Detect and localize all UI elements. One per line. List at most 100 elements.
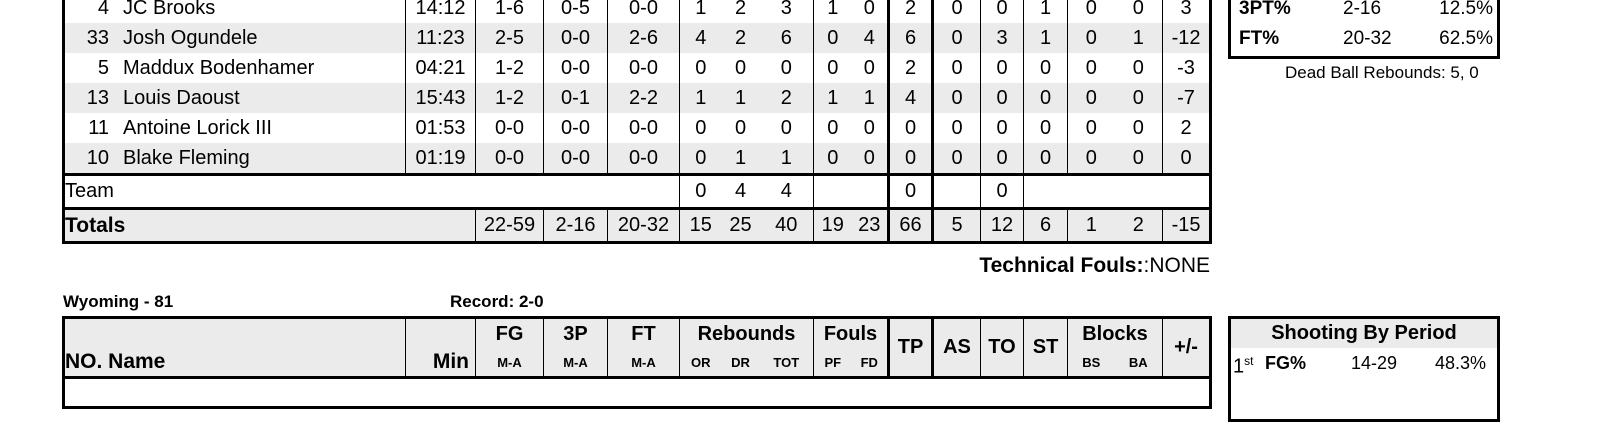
period-pct: 48.3% [1435,353,1487,373]
stat-fd: 0 [863,56,875,79]
header-as: AS [931,317,981,378]
stat-tp3: 0-0 [543,113,608,143]
stat-st: 0 [1023,113,1068,143]
team-dr: 4 [721,173,760,209]
player-name: Maddux Bodenhamer [123,56,315,79]
player-cell: 13 Louis Daoust [63,83,406,113]
stat-pm: 3 [1161,0,1211,23]
header-no-name: NO. Name [63,317,406,378]
header-rebounds: Rebounds [678,317,814,350]
totals-ft: 20-32 [607,207,680,243]
player-name: Antoine Lorick III [123,116,272,139]
totals-tp: 66 [887,207,933,243]
team-as-empty [931,173,981,209]
stat-tot: 3 [780,0,792,19]
player-row: 13 Louis Daoust 15:43 1-2 0-1 2-2 1 1 2 1 1 4 0 0 0 0 0-… [63,83,1211,113]
totals-st: 6 [1023,207,1068,243]
stat-tp3: 0-0 [543,53,608,83]
totals-fg: 22-59 [475,207,544,243]
player-cell: 10 Blake Fleming [63,143,406,175]
team-row: Team 0 4 4 0 0 [63,173,1211,209]
subheader-pf: PF [813,349,852,378]
stat-tot: 1 [759,143,814,175]
stat-st: 0 [1023,83,1068,113]
subheader-ft-ma: M-A [607,349,680,378]
stat-pm: 0 [1161,143,1211,175]
player-row: 33 Josh Ogundele 11:23 2-5 0-0 2-6 4 2 6 0 4 6 0 3 1 0 1… [63,23,1211,53]
totals-bs: 1 [1067,207,1115,243]
team-rest-empty [1022,173,1211,209]
header-fouls: Fouls [813,317,889,350]
player-name: Blake Fleming [123,146,250,169]
stat-min: 01:19 [405,143,476,175]
stat-st: 0 [1023,143,1068,175]
stat-tot: 2 [759,83,814,113]
header-to: TO [980,317,1024,378]
stat-dr: 0 [734,116,747,139]
player-cell: 33 Josh Ogundele [63,23,406,53]
stat-fg: 0-0 [475,143,544,175]
subheader-bs: BS [1067,349,1115,378]
header-row: NO. Name Min FG 3P FT Rebounds Fouls TP … [63,317,1211,378]
player-number: 33 [86,26,109,49]
stat-fd: 4 [851,23,889,53]
stat-ft: 2-6 [607,23,680,53]
stat-ft: 0-0 [607,143,680,175]
stat-pf: 0 [813,113,852,143]
stat-ft: 0-0 [607,53,680,83]
stat-min: 11:23 [405,23,476,53]
totals-tp3: 2-16 [543,207,608,243]
stat-st: 0 [1023,53,1068,83]
totals-pm: -15 [1161,207,1211,243]
stat-bs: 0 [1067,113,1115,143]
stat-tp: 0 [887,143,933,175]
totals-or: 15 [679,207,722,243]
stat-or: 0 [679,113,722,143]
stat-bs: 0 [1067,23,1115,53]
shooting-by-period-box: Shooting By Period 1st FG% 14-29 48.3% [1228,316,1500,422]
stat-to: 0 [980,53,1024,83]
shooting-row: 3PT% 2-16 12.5% [1231,0,1497,28]
shooting-pct: 62.5% [1439,28,1493,49]
stat-pf: 0 [813,23,852,53]
table-row [63,376,1211,408]
totals-to: 12 [980,207,1024,243]
period-suffix: st [1244,354,1254,368]
stat-ba: 0 [1114,83,1163,113]
stat-min: 01:53 [405,113,476,143]
stat-min: 14:12 [405,0,476,23]
player-row: 11 Antoine Lorick III 01:53 0-0 0-0 0-0 0 0 0 0 0 0… [64,113,1211,143]
stat-tp: 2 [887,0,933,23]
stat-bs: 0 [1067,0,1115,23]
stat-dr: 1 [721,143,760,175]
period-number: 1 [1233,355,1245,378]
header-tp: TP [887,317,933,378]
stat-st: 1 [1023,23,1068,53]
stat-ft: 2-2 [607,83,680,113]
shooting-pct: 12.5% [1439,0,1493,19]
stat-tot: 0 [780,116,792,139]
stat-pf: 1 [813,83,852,113]
shooting-label: 3PT% [1239,0,1291,19]
stat-as: 0 [931,0,981,23]
player-number: 11 [88,116,109,139]
subheader-dr: DR [721,349,760,378]
stat-or: 1 [679,0,722,23]
stat-fg: 1-2 [475,83,544,113]
stat-ba: 0 [1132,0,1144,19]
stat-or: 0 [679,143,722,175]
player-row: 10 Blake Fleming 01:19 0-0 0-0 0-0 0 1 1 0 0 0 0 0 0 0 0… [63,143,1211,175]
subheader-3p-ma: M-A [543,349,608,378]
shooting-label: FT% [1239,28,1280,49]
stat-dr: 1 [721,83,760,113]
stat-ft: 0-0 [607,113,680,143]
player-number: 5 [97,56,109,79]
stat-tp3: 0-1 [543,83,608,113]
stat-to: 0 [980,0,1024,23]
subheader-fg-ma: M-A [475,349,544,378]
totals-fd: 23 [851,207,889,243]
player-name: Louis Daoust [123,86,240,109]
stat-min: 15:43 [405,83,476,113]
subheader-tot: TOT [759,349,814,378]
stat-as: 0 [931,23,981,53]
